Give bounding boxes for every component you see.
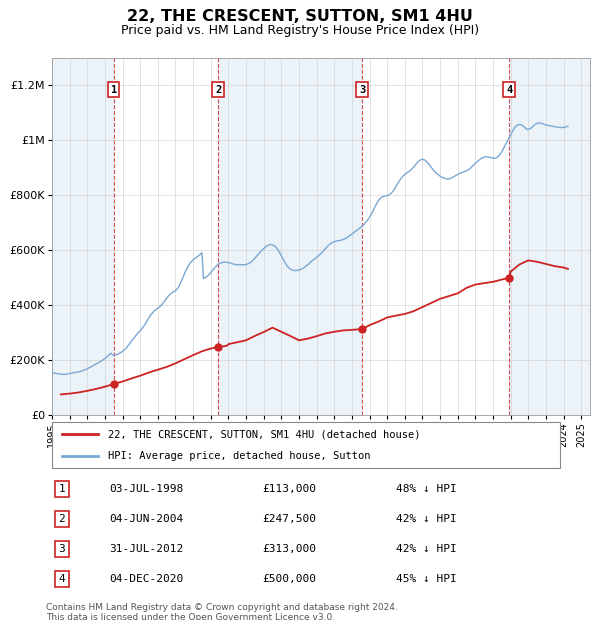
Text: 42% ↓ HPI: 42% ↓ HPI bbox=[396, 544, 457, 554]
Text: 4: 4 bbox=[506, 84, 512, 95]
Bar bbox=[52, 58, 114, 415]
Text: 2: 2 bbox=[215, 84, 221, 95]
Text: 22, THE CRESCENT, SUTTON, SM1 4HU (detached house): 22, THE CRESCENT, SUTTON, SM1 4HU (detac… bbox=[108, 430, 421, 440]
Text: 3: 3 bbox=[359, 84, 365, 95]
Text: 48% ↓ HPI: 48% ↓ HPI bbox=[396, 484, 457, 494]
Bar bbox=[218, 58, 362, 415]
Text: 4: 4 bbox=[58, 574, 65, 584]
Text: 04-DEC-2020: 04-DEC-2020 bbox=[109, 574, 184, 584]
Text: £247,500: £247,500 bbox=[262, 514, 316, 524]
Text: 3: 3 bbox=[58, 544, 65, 554]
Text: 45% ↓ HPI: 45% ↓ HPI bbox=[396, 574, 457, 584]
Text: 31-JUL-2012: 31-JUL-2012 bbox=[109, 544, 184, 554]
Text: £500,000: £500,000 bbox=[262, 574, 316, 584]
Text: 1: 1 bbox=[58, 484, 65, 494]
Text: HPI: Average price, detached house, Sutton: HPI: Average price, detached house, Sutt… bbox=[108, 451, 370, 461]
Text: Contains HM Land Registry data © Crown copyright and database right 2024.
This d: Contains HM Land Registry data © Crown c… bbox=[46, 603, 398, 620]
Text: 22, THE CRESCENT, SUTTON, SM1 4HU: 22, THE CRESCENT, SUTTON, SM1 4HU bbox=[127, 9, 473, 24]
Text: 04-JUN-2004: 04-JUN-2004 bbox=[109, 514, 184, 524]
Text: 42% ↓ HPI: 42% ↓ HPI bbox=[396, 514, 457, 524]
Text: £313,000: £313,000 bbox=[262, 544, 316, 554]
Text: £113,000: £113,000 bbox=[262, 484, 316, 494]
Text: Price paid vs. HM Land Registry's House Price Index (HPI): Price paid vs. HM Land Registry's House … bbox=[121, 24, 479, 37]
Bar bbox=[509, 58, 590, 415]
Text: 2: 2 bbox=[58, 514, 65, 524]
Text: 03-JUL-1998: 03-JUL-1998 bbox=[109, 484, 184, 494]
Text: 1: 1 bbox=[110, 84, 117, 95]
